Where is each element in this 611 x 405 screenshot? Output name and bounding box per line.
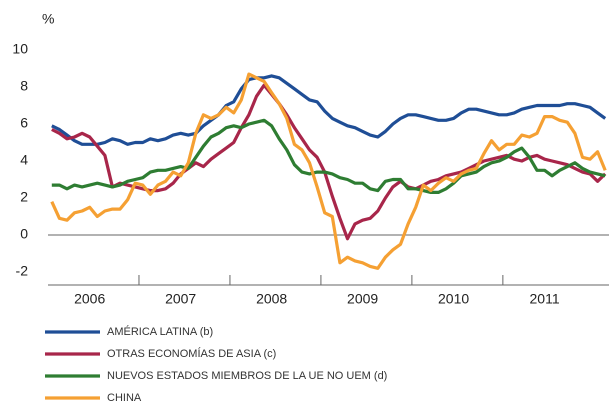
series-line	[50, 72, 607, 270]
y-tick-label: 6	[20, 115, 28, 131]
legend-label: OTRAS ECONOMÍAS DE ASIA (c)	[107, 347, 276, 360]
legend-label: CHINA	[107, 392, 142, 404]
x-tick-label: 2006	[74, 291, 105, 307]
legend-label: AMÉRICA LATINA (b)	[107, 325, 213, 338]
y-tick-label: -2	[16, 263, 29, 279]
x-tick-label: 2007	[165, 291, 196, 307]
y-tick-label: 8	[20, 78, 28, 94]
y-tick-label: 2	[20, 189, 28, 205]
y-tick-label: 4	[20, 152, 28, 168]
x-tick-label: 2010	[438, 291, 469, 307]
series-line	[51, 74, 607, 146]
x-tick-label: 2011	[530, 291, 560, 307]
y-tick-label: 10	[12, 41, 28, 57]
series-line	[51, 118, 606, 194]
legend-label: NUEVOS ESTADOS MIEMBROS DE LA UE NO UEM …	[107, 370, 387, 382]
y-tick-label: 0	[20, 226, 28, 242]
x-tick-label: 2009	[347, 291, 378, 307]
y-axis-label: %	[42, 11, 54, 27]
x-tick-label: 2008	[256, 291, 287, 307]
